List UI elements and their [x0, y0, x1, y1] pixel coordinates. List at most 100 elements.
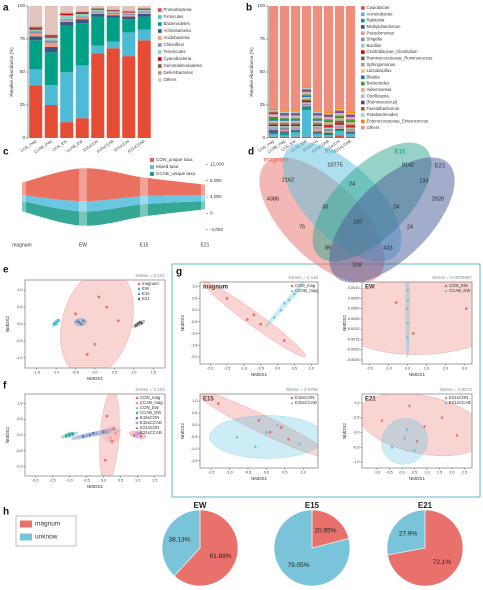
bar-segment [334, 131, 345, 136]
stream-area [22, 194, 205, 212]
legend-swatch [361, 31, 365, 35]
plot-frame [199, 281, 319, 365]
y-tick-label: 0.0 [17, 322, 22, 326]
legend-label: Acinetobacter [367, 11, 394, 16]
bar-segment [44, 40, 58, 43]
bar-segment [312, 115, 323, 117]
point [85, 353, 89, 356]
bar-segment [301, 136, 312, 138]
legend-label: Ralstonia [367, 18, 386, 23]
bar-segment [106, 6, 120, 10]
subplot-title: magnum [203, 285, 228, 291]
x-tick-label: 1.0 [135, 479, 140, 483]
bar-segment [323, 128, 334, 132]
legend-swatch [361, 62, 365, 67]
point [225, 297, 229, 300]
bar-segment [279, 123, 290, 125]
bar-segment [323, 123, 334, 125]
point [105, 414, 109, 418]
y-axis-title: Relative Abundance (%) [9, 47, 14, 97]
bar-segment [290, 110, 301, 112]
legend-marker [290, 284, 294, 288]
legend-swatch [150, 172, 154, 176]
plot-area [362, 282, 472, 358]
y-tick-label: 1.0 [17, 288, 22, 292]
bar-segment [268, 108, 279, 111]
bar-segment [290, 111, 301, 113]
y-tick-label: 0.5 [17, 417, 22, 421]
legend-label: CON_unique taxa [156, 157, 193, 162]
pie-value-label: 38.13% [168, 537, 190, 544]
y-axis-title: NMDS2 [5, 316, 10, 333]
bar-segment [60, 13, 74, 14]
pie-slice [387, 509, 464, 587]
stream-area [22, 201, 205, 226]
bar-segment [122, 11, 136, 13]
x-tick-label: CCAB_EW [66, 139, 84, 153]
bar-segment [122, 13, 136, 16]
bar-segment [91, 13, 105, 17]
y-tick-label: 0.5 [354, 416, 359, 420]
legend-swatch [361, 69, 365, 73]
bar-segment [345, 128, 356, 131]
bar-segment [279, 124, 290, 127]
bar-segment [279, 118, 290, 120]
bar-segment [345, 116, 356, 119]
legend-label: E21sCON [449, 395, 468, 400]
plot-frame [361, 393, 473, 469]
bar-segment [122, 10, 136, 12]
bar-segment [106, 41, 120, 49]
y-tick-label: 75 [20, 36, 26, 41]
bar-segment [323, 111, 334, 113]
legend-label: Oscillospira [367, 93, 390, 98]
legend-marker [444, 401, 448, 405]
x-axis-title: NMDS1 [87, 484, 104, 489]
bar-segment [29, 29, 43, 32]
bar-segment [279, 130, 290, 132]
bar-segment [323, 118, 334, 120]
bar-segment [122, 56, 136, 138]
bar-segment [323, 135, 334, 137]
y-axis-title: NMDS2 [180, 315, 185, 332]
legend-swatch [361, 81, 365, 86]
legend-label: CCAB_EW [449, 288, 471, 293]
bar-segment [301, 102, 312, 104]
point [95, 432, 99, 435]
x-tick-label: -1.5 [33, 371, 40, 375]
y-tick-label: 1.0 [17, 401, 22, 405]
venn-count: 2162 [282, 177, 294, 183]
bar-segment [301, 94, 312, 96]
venn-set-label: EW [325, 150, 335, 156]
bar-segment [268, 123, 279, 125]
legend-label: Gemmatimonadetes [164, 63, 203, 68]
point [259, 322, 263, 326]
legend-swatch [361, 56, 365, 61]
y-tick-label: 50 [260, 69, 266, 74]
point [257, 418, 261, 422]
point [287, 297, 291, 301]
venn-count: 2920 [432, 196, 444, 202]
bar-segment [334, 6, 345, 108]
confidence-ellipse [405, 282, 410, 358]
bar-segment [60, 20, 74, 22]
legend-swatch [361, 25, 365, 29]
confidence-ellipse [209, 415, 318, 459]
point [405, 288, 410, 292]
bar-segment [44, 52, 58, 86]
x-tick-label: -1.0 [66, 479, 73, 483]
point [415, 439, 419, 444]
confidence-ellipse [60, 280, 134, 368]
bar-segment [91, 7, 105, 9]
legend-label: Shigella [367, 37, 383, 42]
bar-segment [137, 40, 151, 138]
bar-segment [290, 130, 301, 132]
x-tick-label: -2.0 [207, 367, 214, 371]
bar-segment [268, 116, 279, 120]
bar-segment [122, 11, 136, 12]
bar-segment [60, 13, 74, 16]
y-tick-label: 1.0 [192, 285, 197, 289]
x-tick-label: E15sCCAB [96, 139, 114, 154]
venn-count: 30 [322, 204, 328, 210]
legend-label: E15sCCAB [140, 420, 162, 425]
pie-value-label: 27.9% [399, 531, 418, 538]
